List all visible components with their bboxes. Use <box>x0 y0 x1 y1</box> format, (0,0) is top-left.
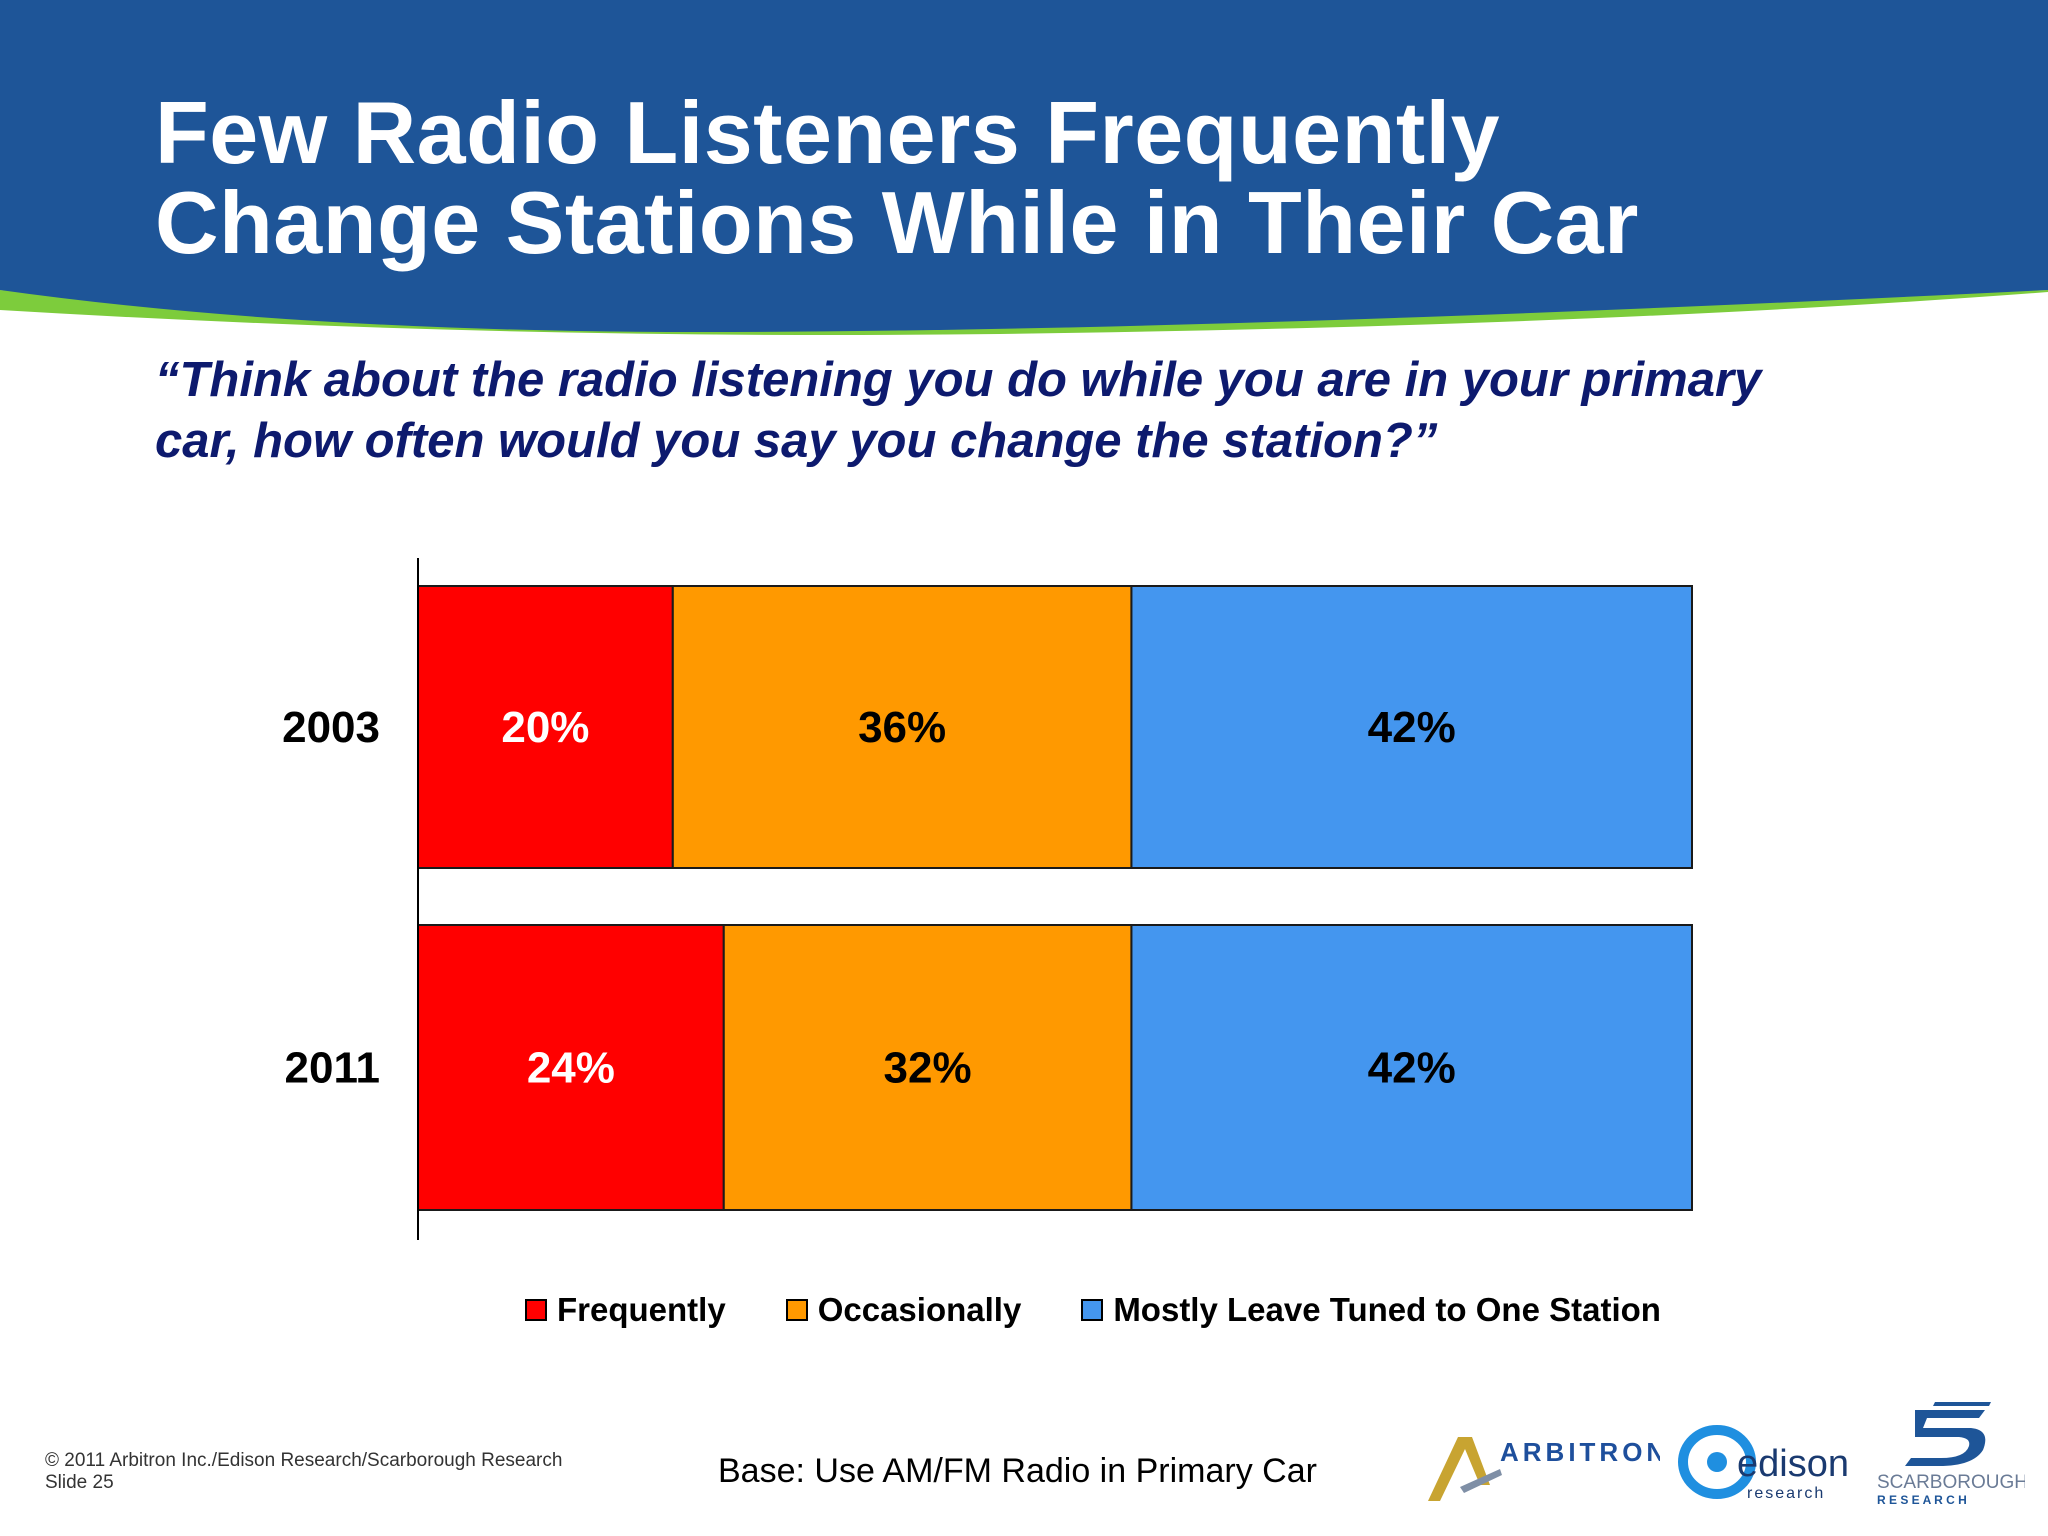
header-white-curve <box>0 292 2048 340</box>
chart-marks: 20% 36% 42% 2003 24% 32% 42% 2011 <box>282 558 1693 1240</box>
slide-header-background <box>0 0 2048 340</box>
bar-2003-occasionally <box>671 585 1133 869</box>
legend-label-occasionally: Occasionally <box>817 1291 1022 1328</box>
category-label-2003: 2003 <box>282 703 380 752</box>
base-note: Base: Use AM/FM Radio in Primary Car <box>718 1452 1317 1490</box>
survey-question: “Think about the radio listening you do … <box>155 350 1955 472</box>
slide-title-line-1: Few Radio Listeners Frequently <box>155 83 1501 182</box>
scarborough-research-logo: SCARBOROUGH R E S E A R C H <box>1877 1402 2025 1507</box>
edison-swirl-dot <box>1707 1452 1727 1472</box>
legend-item-mostly-leave-tuned: Mostly Leave Tuned to One Station <box>1081 1291 1661 1329</box>
data-label-2003-mostly-leave-tuned-to-one-station: 42% <box>1368 703 1456 752</box>
bar-2011-mostly-leave-tuned-to-one-station <box>1130 924 1693 1211</box>
edison-research-logo: edison research <box>1678 1425 1849 1502</box>
data-label-2003-frequently: 20% <box>501 703 589 752</box>
edison-logo-text: edison <box>1737 1443 1849 1485</box>
legend-label-frequently: Frequently <box>557 1291 726 1328</box>
chart-legend: Frequently Occasionally Mostly Leave Tun… <box>525 1288 1721 1332</box>
data-label-2011-frequently: 24% <box>527 1044 615 1093</box>
bar-2011-occasionally <box>722 924 1133 1211</box>
bar-2003-frequently <box>417 585 674 869</box>
data-label-2011-mostly-leave-tuned-to-one-station: 42% <box>1368 1044 1456 1093</box>
scarborough-logo-text: SCARBOROUGH <box>1877 1472 2025 1493</box>
arbitron-logo-text: ARBITRON <box>1500 1437 1660 1467</box>
edison-logo-subtext: research <box>1747 1485 1825 1502</box>
legend-item-occasionally: Occasionally <box>785 1291 1022 1329</box>
legend-swatch-occasionally <box>785 1299 808 1321</box>
data-label-2003-occasionally: 36% <box>858 703 946 752</box>
header-band <box>0 0 2048 332</box>
stacked-bar-chart: 20% 36% 42% 2003 24% 32% 42% 2011 <box>282 558 1693 1240</box>
copyright-notice: © 2011 Arbitron Inc./Edison Research/Sca… <box>45 1450 562 1494</box>
edison-swirl-icon <box>1678 1425 1756 1499</box>
bar-2003-mostly-leave-tuned-to-one-station <box>1130 585 1693 869</box>
slide-title-line-2: Change Stations While in Their Car <box>155 173 1639 272</box>
scarborough-s-mark <box>1905 1410 1986 1466</box>
slide-title: Few Radio Listeners Frequently Change St… <box>155 88 1955 268</box>
arbitron-logo: ARBITRON <box>1428 1437 1660 1501</box>
scarborough-logo-subtext: R E S E A R C H <box>1877 1493 1967 1507</box>
legend-label-mostly-leave-tuned: Mostly Leave Tuned to One Station <box>1113 1291 1661 1328</box>
copyright-line: © 2011 Arbitron Inc./Edison Research/Sca… <box>45 1450 563 1471</box>
survey-question-line-2: car, how often would you say you change … <box>155 414 1438 468</box>
survey-question-line-1: “Think about the radio listening you do … <box>155 353 1762 407</box>
category-label-2011: 2011 <box>285 1044 380 1093</box>
legend-item-frequently: Frequently <box>525 1291 726 1329</box>
legend-swatch-frequently <box>525 1299 547 1321</box>
slide-number: Slide 25 <box>45 1472 114 1493</box>
scarborough-speed-lines <box>1933 1402 1991 1406</box>
bar-2011-frequently <box>417 924 725 1211</box>
legend-swatch-mostly-leave-tuned <box>1081 1299 1104 1321</box>
data-label-2011-occasionally: 32% <box>884 1044 972 1093</box>
arbitron-a-swoosh <box>1460 1469 1502 1493</box>
arbitron-a-mark <box>1428 1437 1490 1501</box>
